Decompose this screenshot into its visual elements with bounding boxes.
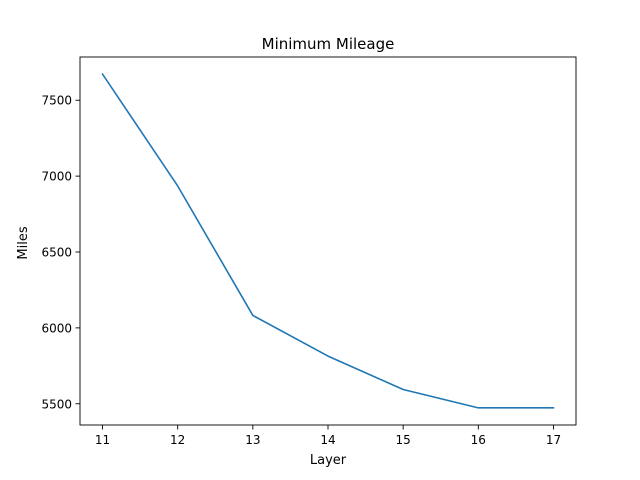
y-tick-label: 6500	[41, 246, 72, 260]
x-tick-label: 12	[170, 433, 185, 447]
chart-title: Minimum Mileage	[262, 35, 395, 53]
y-tick-label: 6000	[41, 321, 72, 335]
x-axis-label: Layer	[310, 453, 347, 468]
series-line-0	[101, 73, 555, 409]
x-tick-label: 14	[320, 433, 335, 447]
x-tick-label: 15	[396, 433, 411, 447]
x-tick-label: 17	[546, 433, 561, 447]
y-tick-label: 5500	[41, 397, 72, 411]
x-tick-label: 11	[95, 433, 110, 447]
x-tick-label: 16	[471, 433, 486, 447]
y-tick-label: 7000	[41, 170, 72, 184]
y-tick-label: 7500	[41, 94, 72, 108]
x-tick-label: 13	[245, 433, 260, 447]
y-axis-label: Miles	[16, 226, 31, 259]
plot-area: 11 12 13 14 15 16 17 5500 6000 6500 7000 7500	[41, 56, 577, 447]
